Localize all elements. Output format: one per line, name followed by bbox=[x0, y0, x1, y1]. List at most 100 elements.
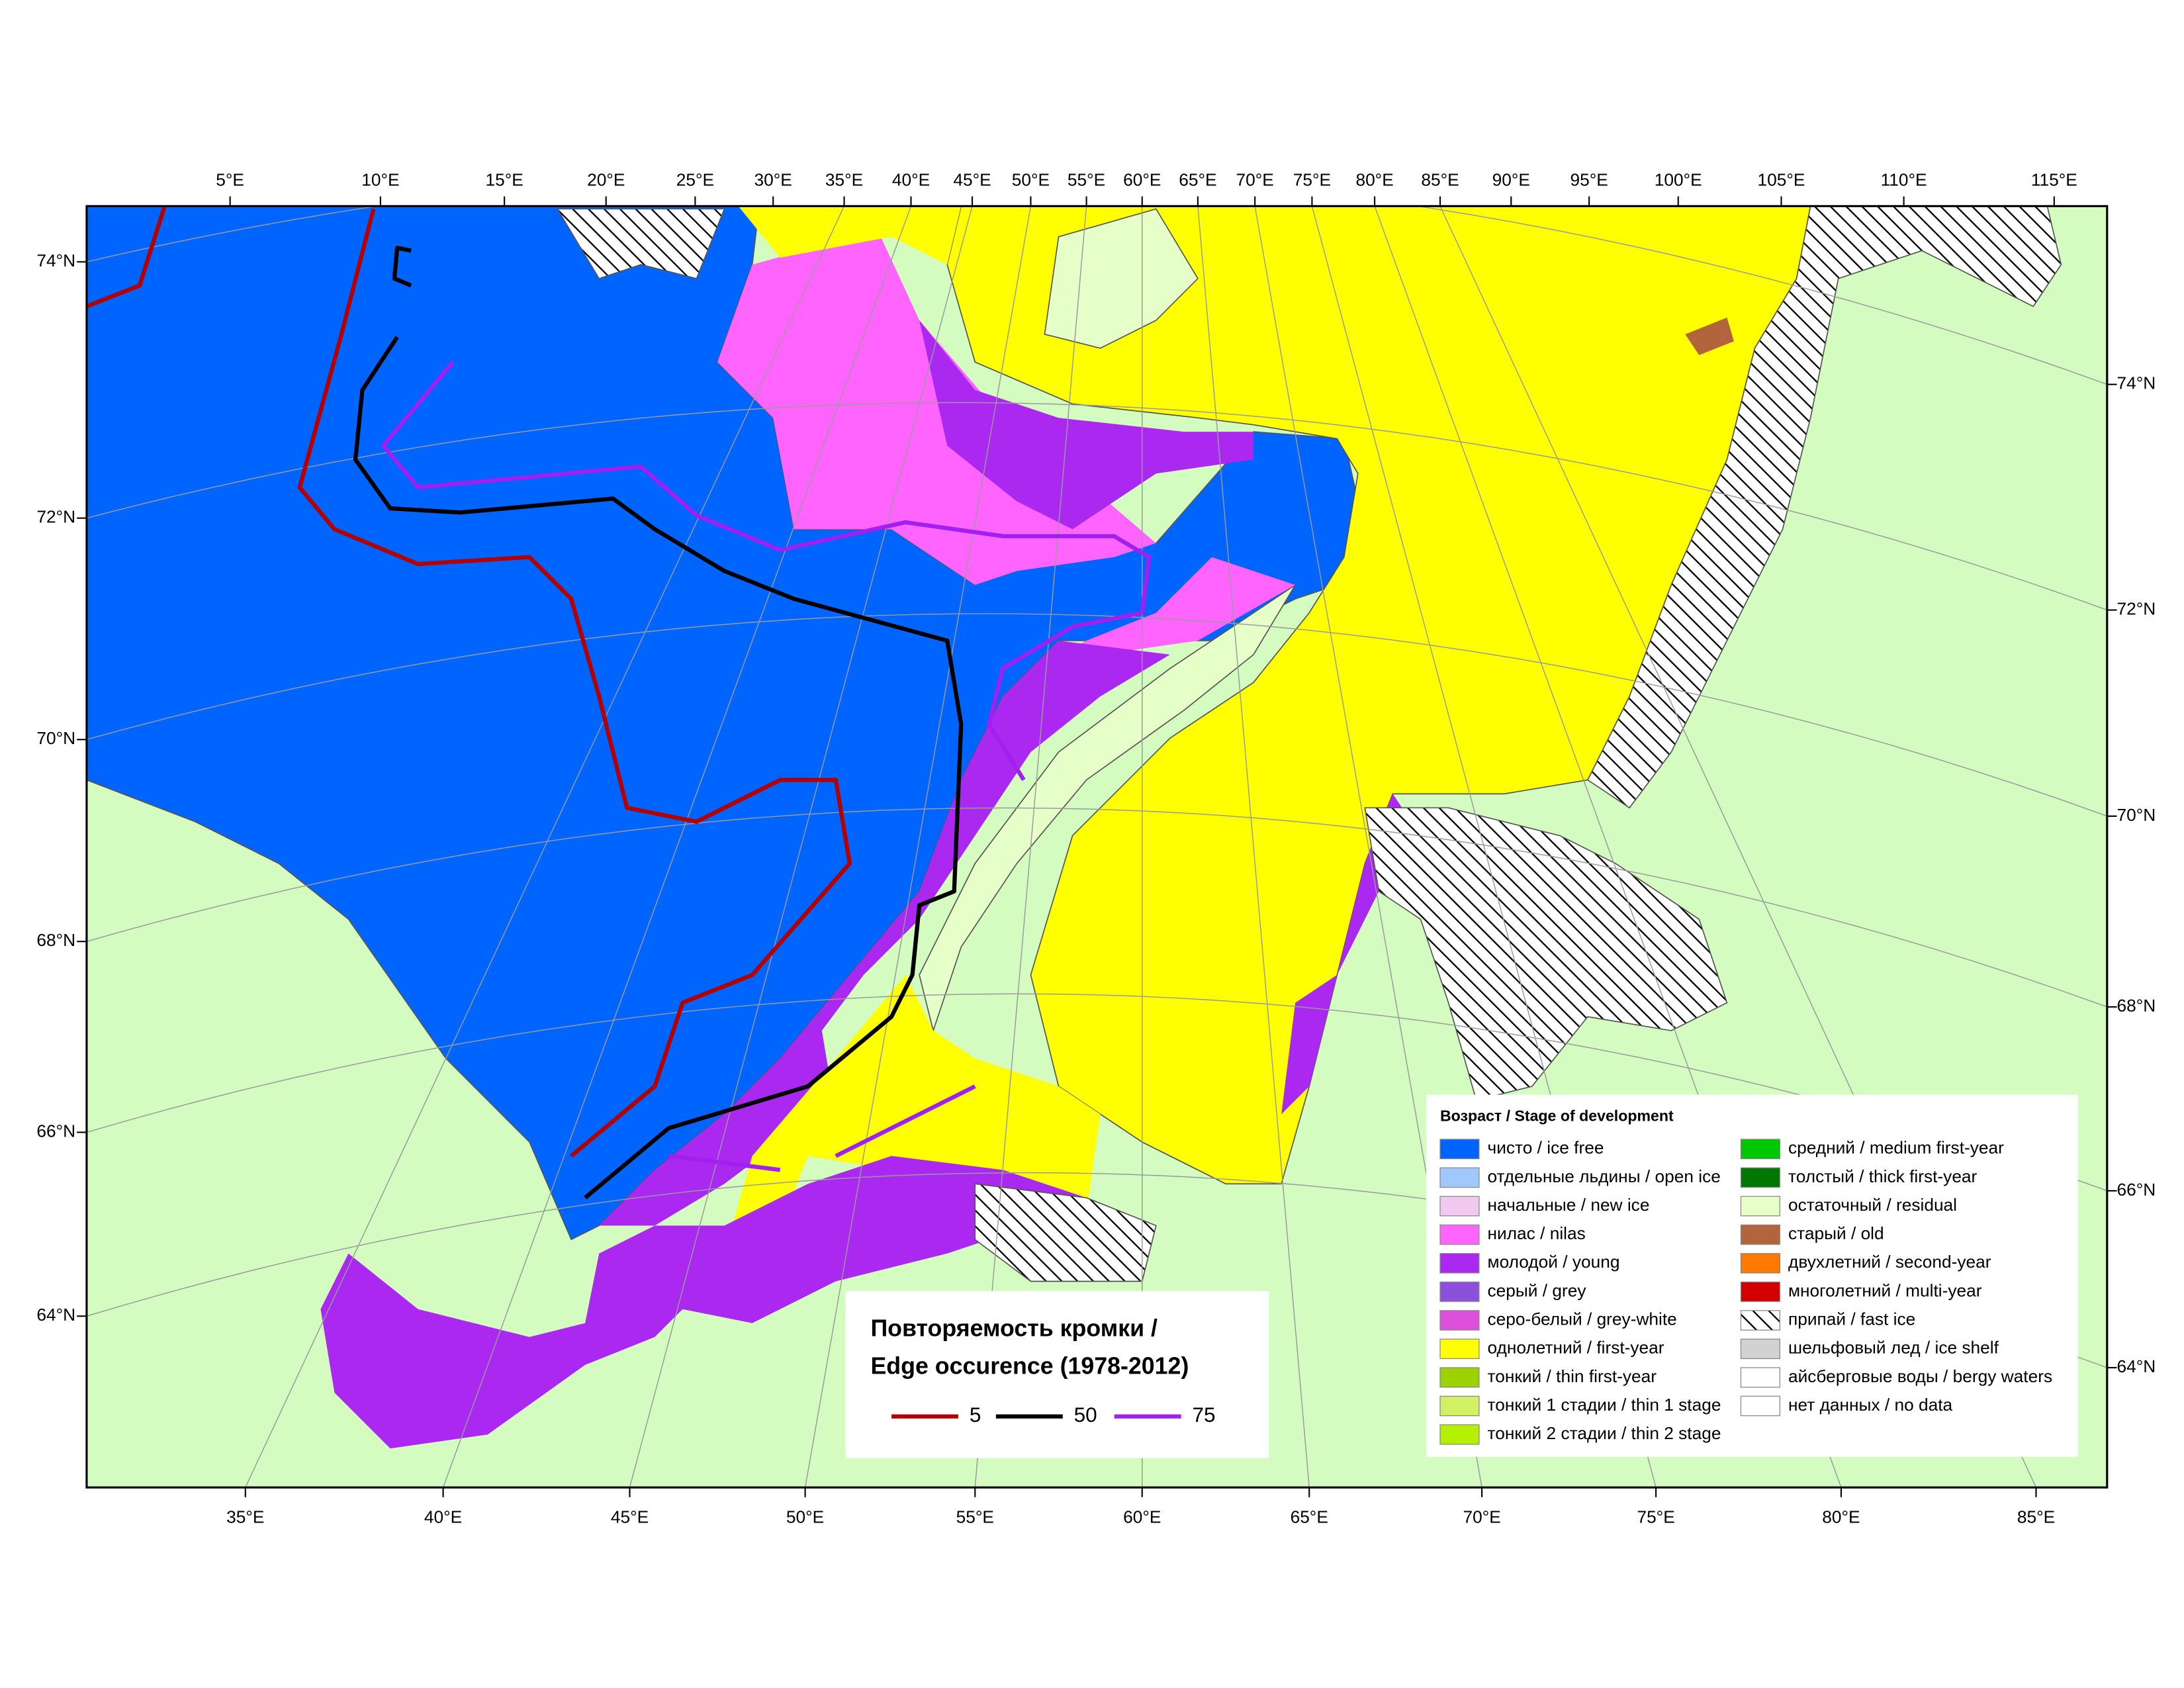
legend: чисто / ice free отдельные льдины / open … bbox=[1439, 1138, 2052, 1445]
legend-label: серо-белый / grey-white bbox=[1488, 1309, 1677, 1329]
bottom-lon-label: 50°E bbox=[786, 1507, 824, 1526]
legend-label: начальные / new ice bbox=[1488, 1195, 1650, 1215]
bottom-lon-label: 85°E bbox=[2017, 1507, 2055, 1526]
top-lon-label: 95°E bbox=[1570, 169, 1608, 189]
parallel bbox=[86, 807, 2107, 1008]
top-lon-label: 65°E bbox=[1179, 169, 1216, 189]
fast-ice bbox=[1586, 206, 2062, 809]
legend-label: средний / medium first-year bbox=[1788, 1138, 2004, 1158]
top-lon-label: 80°E bbox=[1355, 169, 1393, 189]
legend-label: тонкий 1 стадии / thin 1 stage bbox=[1488, 1395, 1721, 1415]
nilas-area bbox=[1030, 557, 1296, 669]
legend-swatch bbox=[1740, 1395, 1780, 1417]
top-lon-label: 75°E bbox=[1293, 169, 1331, 189]
top-lon-label: 70°E bbox=[1236, 169, 1274, 189]
legend-swatch bbox=[1740, 1196, 1780, 1217]
bottom-lon-label: 80°E bbox=[1822, 1507, 1860, 1526]
left-lat-label: 72°N bbox=[36, 507, 75, 527]
fast-ice bbox=[1364, 807, 1728, 1102]
left-lat-label: 64°N bbox=[36, 1305, 75, 1325]
edge-line bbox=[668, 1154, 781, 1172]
meridian bbox=[245, 206, 845, 1488]
bottom-lon-label: 55°E bbox=[956, 1507, 994, 1526]
bottom-lon-label: 70°E bbox=[1463, 1507, 1500, 1526]
parallel bbox=[86, 993, 2107, 1192]
legend-label: айсберговые воды / bergy waters bbox=[1788, 1366, 2052, 1386]
legend-title: Возраст / Stage of development bbox=[1440, 1107, 1674, 1124]
top-lon-label: 15°E bbox=[485, 169, 523, 189]
parallel bbox=[86, 206, 2107, 385]
edge-lines bbox=[86, 206, 1152, 1199]
edge-legend-label: 50 bbox=[1074, 1403, 1097, 1427]
edge-line bbox=[381, 361, 1152, 781]
bottom-lon-label: 40°E bbox=[424, 1507, 462, 1526]
edge-line bbox=[392, 246, 412, 288]
legend-label: тонкий 2 стадии / thin 2 stage bbox=[1488, 1423, 1721, 1443]
legend-label: однолетний / first-year bbox=[1488, 1338, 1664, 1358]
top-lon-label: 55°E bbox=[1068, 169, 1105, 189]
legend-swatch bbox=[1740, 1139, 1780, 1160]
top-lon-label: 85°E bbox=[1421, 169, 1459, 189]
top-lon-label: 100°E bbox=[1655, 169, 1702, 189]
meridian bbox=[974, 206, 1087, 1488]
parallel bbox=[86, 613, 2107, 817]
top-lon-label: 10°E bbox=[361, 169, 399, 189]
top-lon-label: 110°E bbox=[1881, 169, 1927, 189]
right-lat-label: 74°N bbox=[2117, 373, 2156, 393]
legend-swatch bbox=[1439, 1196, 1480, 1217]
bottom-lon-label: 60°E bbox=[1123, 1507, 1161, 1526]
right-lat-label: 68°N bbox=[2117, 996, 2156, 1015]
edge-legend-label: 75 bbox=[1192, 1403, 1215, 1427]
legend-label: многолетний / multi-year bbox=[1788, 1280, 1982, 1300]
top-lon-label: 45°E bbox=[953, 169, 991, 189]
left-lat-label: 66°N bbox=[36, 1121, 75, 1141]
top-lon-label: 115°E bbox=[2031, 169, 2077, 189]
legend-swatch bbox=[1740, 1252, 1780, 1274]
top-lon-label: 20°E bbox=[587, 169, 625, 189]
edge-line bbox=[297, 208, 852, 1158]
right-lat-label: 72°N bbox=[2117, 598, 2156, 618]
edge-line bbox=[835, 1084, 976, 1158]
top-lon-label: 60°E bbox=[1123, 169, 1161, 189]
edge-line bbox=[86, 206, 167, 308]
legend-label: двухлетний / second-year bbox=[1788, 1252, 1991, 1272]
edge-legend: 5 50 75 bbox=[891, 1403, 1216, 1427]
legend-swatch bbox=[1439, 1310, 1480, 1331]
legend-swatch bbox=[1740, 1167, 1780, 1188]
left-lat-label: 74°N bbox=[36, 250, 75, 270]
young-band bbox=[599, 640, 1170, 1226]
legend-label: шельфовый лед / ice shelf bbox=[1788, 1338, 1999, 1358]
edge-line bbox=[353, 336, 964, 1199]
legend-swatch bbox=[1740, 1282, 1780, 1302]
legend-swatch bbox=[1439, 1424, 1480, 1445]
legend-label: припай / fast ice bbox=[1788, 1309, 1915, 1329]
fast-ice bbox=[556, 208, 725, 279]
legend-swatch bbox=[1439, 1282, 1480, 1302]
edge-legend-label: 5 bbox=[970, 1403, 981, 1427]
legend-label: отдельные льдины / open ice bbox=[1488, 1166, 1721, 1186]
right-lat-label: 70°N bbox=[2117, 805, 2156, 825]
legend-swatch bbox=[1439, 1139, 1480, 1160]
legend-swatch bbox=[1439, 1224, 1480, 1245]
legend-swatch bbox=[1439, 1252, 1480, 1274]
parallel bbox=[86, 402, 2107, 611]
legend-swatch bbox=[1740, 1310, 1780, 1331]
legend-swatch bbox=[1439, 1395, 1480, 1417]
top-lon-label: 50°E bbox=[1012, 169, 1050, 189]
bottom-lon-label: 45°E bbox=[611, 1507, 649, 1526]
edge-legend-title: Edge occurence (1978-2012) bbox=[870, 1353, 1189, 1380]
edge-legend-box bbox=[845, 1291, 1269, 1458]
legend-label: серый / grey bbox=[1488, 1280, 1587, 1300]
meridian bbox=[1197, 206, 1310, 1488]
legend-swatch bbox=[1439, 1167, 1480, 1188]
edge-legend-title: Повторяемость кромки / bbox=[870, 1315, 1158, 1342]
legend-swatch bbox=[1439, 1338, 1480, 1360]
legend-label: толстый / thick first-year bbox=[1788, 1166, 1978, 1186]
top-lon-label: 5°E bbox=[216, 169, 244, 189]
legend-swatch bbox=[1439, 1367, 1480, 1388]
legend-label: остаточный / residual bbox=[1788, 1195, 1957, 1215]
meridian bbox=[804, 206, 1032, 1488]
left-lat-label: 70°N bbox=[36, 728, 75, 748]
legend-swatch bbox=[1740, 1224, 1780, 1245]
